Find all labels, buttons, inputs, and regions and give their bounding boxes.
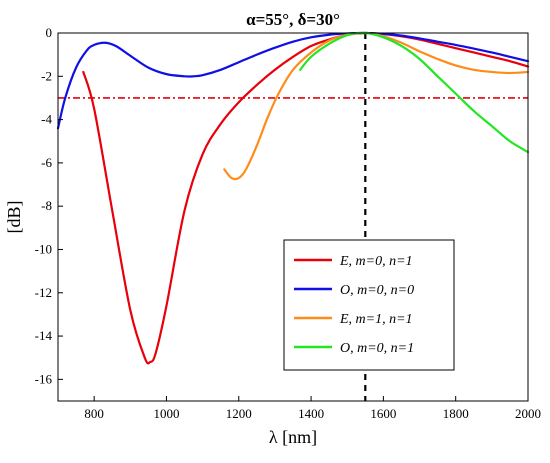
x-tick-label: 1800: [443, 406, 469, 421]
y-tick-label: -8: [41, 198, 52, 213]
x-tick-label: 2000: [515, 406, 541, 421]
y-axis-ticks: 0 -2 -4 -6 -8 -10 -12 -14 -16: [35, 25, 63, 386]
x-tick-label: 1200: [226, 406, 252, 421]
series-line-0: [82, 31, 530, 365]
x-tick-label: 800: [84, 406, 104, 421]
x-tick-label: 1400: [298, 406, 324, 421]
y-axis-title: [dB]: [4, 201, 24, 234]
chart-title: α=55°, δ=30°: [246, 10, 340, 29]
x-axis-title: λ [nm]: [269, 427, 317, 447]
y-tick-label: -16: [35, 371, 53, 386]
y-tick-label: 0: [46, 25, 53, 40]
y-tick-label: -6: [41, 155, 52, 170]
y-tick-label: -10: [35, 241, 52, 256]
series-line-3: [299, 31, 530, 154]
legend-label: E, m=0, n=1: [339, 254, 413, 269]
legend-label: O, m=0, n=0: [340, 283, 414, 298]
reference-lines: [58, 33, 528, 401]
legend-box: [283, 239, 455, 371]
y-tick-label: -4: [41, 112, 52, 127]
y-tick-label: -14: [35, 328, 53, 343]
legend: E, m=0, n=1 O, m=0, n=0 E, m=1, n=1 O, m=0,…: [283, 239, 455, 371]
y-tick-label: -12: [35, 285, 52, 300]
x-axis-ticks: 800 1000 1200 1400 1600 1800 2000: [84, 396, 541, 421]
x-tick-label: 1000: [153, 406, 179, 421]
series-line-1: [56, 31, 530, 130]
series-layer: [56, 31, 530, 365]
legend-label: E, m=1, n=1: [339, 312, 413, 327]
y-tick-label: -2: [41, 68, 52, 83]
plot-frame: [57, 32, 529, 402]
legend-label: O, m=0, n=1: [340, 341, 414, 356]
x-tick-label: 1600: [370, 406, 396, 421]
